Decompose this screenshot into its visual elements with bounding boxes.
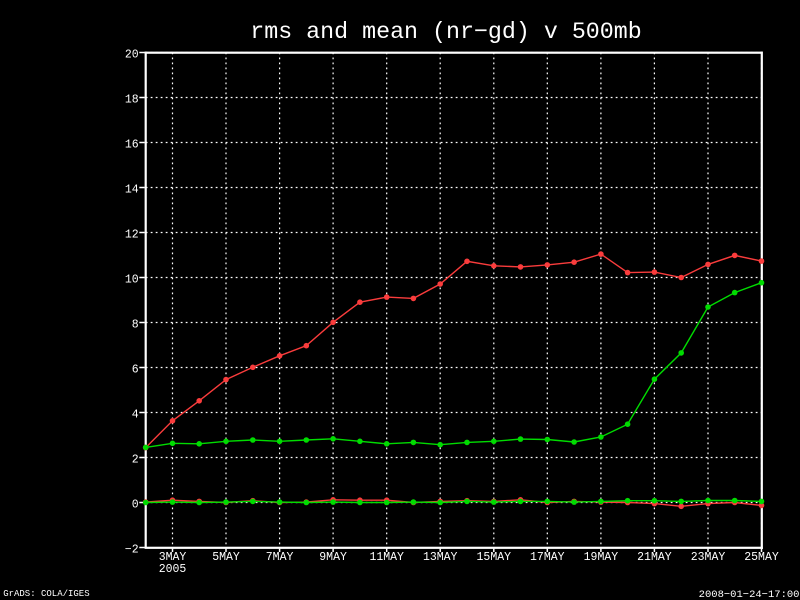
svg-text:11MAY: 11MAY	[369, 551, 404, 564]
svg-text:0: 0	[132, 499, 139, 512]
svg-text:2005: 2005	[159, 563, 187, 576]
svg-text:13MAY: 13MAY	[423, 551, 458, 564]
svg-text:2: 2	[132, 454, 139, 467]
svg-text:5MAY: 5MAY	[212, 551, 240, 564]
svg-text:7MAY: 7MAY	[266, 551, 294, 564]
svg-text:10: 10	[125, 274, 139, 287]
svg-text:rms and mean (nr−gd) v 500mb: rms and mean (nr−gd) v 500mb	[250, 19, 641, 45]
svg-text:16: 16	[125, 139, 139, 152]
svg-text:12: 12	[125, 229, 139, 242]
svg-text:15MAY: 15MAY	[477, 551, 512, 564]
svg-text:2008−01−24−17:00: 2008−01−24−17:00	[699, 589, 800, 600]
svg-text:21MAY: 21MAY	[637, 551, 672, 564]
svg-text:14: 14	[125, 184, 139, 197]
svg-text:25MAY: 25MAY	[744, 551, 779, 564]
svg-text:17MAY: 17MAY	[530, 551, 565, 564]
svg-text:GrADS: COLA/IGES: GrADS: COLA/IGES	[3, 589, 89, 599]
svg-text:6: 6	[132, 364, 139, 377]
svg-text:23MAY: 23MAY	[691, 551, 726, 564]
svg-text:4: 4	[132, 409, 139, 422]
svg-text:9MAY: 9MAY	[319, 551, 347, 564]
svg-text:3MAY: 3MAY	[159, 551, 187, 564]
svg-text:8: 8	[132, 319, 139, 332]
svg-text:19MAY: 19MAY	[584, 551, 619, 564]
svg-text:−2: −2	[125, 544, 139, 557]
svg-text:18: 18	[125, 94, 139, 107]
svg-text:20: 20	[125, 49, 139, 62]
